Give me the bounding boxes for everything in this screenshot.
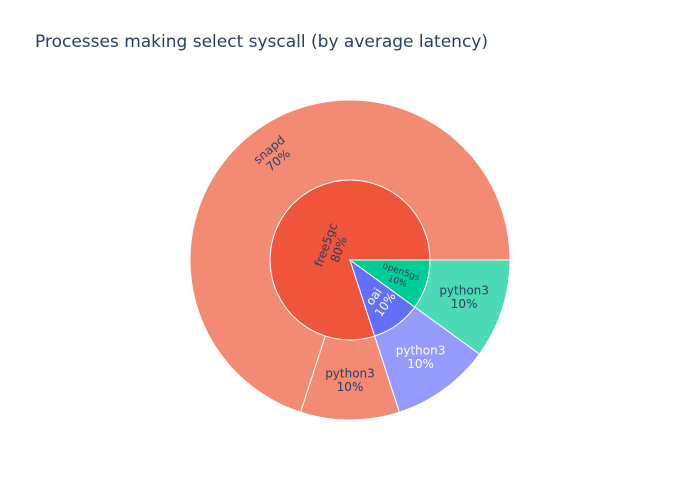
chart-title: Processes making select syscall (by aver…	[35, 32, 488, 52]
outer-label-oai-python3: python3 10%	[396, 343, 446, 371]
outer-segment-free5gc-snapd[interactable]	[189, 99, 511, 413]
outer-segment-free5gc-python3[interactable]	[299, 335, 401, 421]
outer-segment-oai-python3[interactable]	[374, 306, 481, 413]
outer-label-free5gc-python3: python3 10%	[325, 366, 375, 394]
outer-segment-open5gs-python3[interactable]	[414, 259, 511, 355]
outer-label-open5gs-python3: python3 10%	[439, 283, 489, 311]
